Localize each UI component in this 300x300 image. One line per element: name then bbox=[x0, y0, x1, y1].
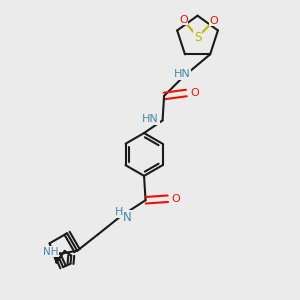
Text: O: O bbox=[179, 15, 188, 25]
Text: HN: HN bbox=[142, 114, 159, 124]
Text: NH: NH bbox=[43, 247, 59, 257]
Text: N: N bbox=[123, 211, 132, 224]
Text: HN: HN bbox=[173, 69, 190, 79]
Text: O: O bbox=[172, 194, 181, 204]
Text: O: O bbox=[209, 16, 218, 26]
Text: S: S bbox=[194, 31, 201, 44]
Text: H: H bbox=[115, 207, 123, 218]
Text: O: O bbox=[190, 88, 199, 98]
